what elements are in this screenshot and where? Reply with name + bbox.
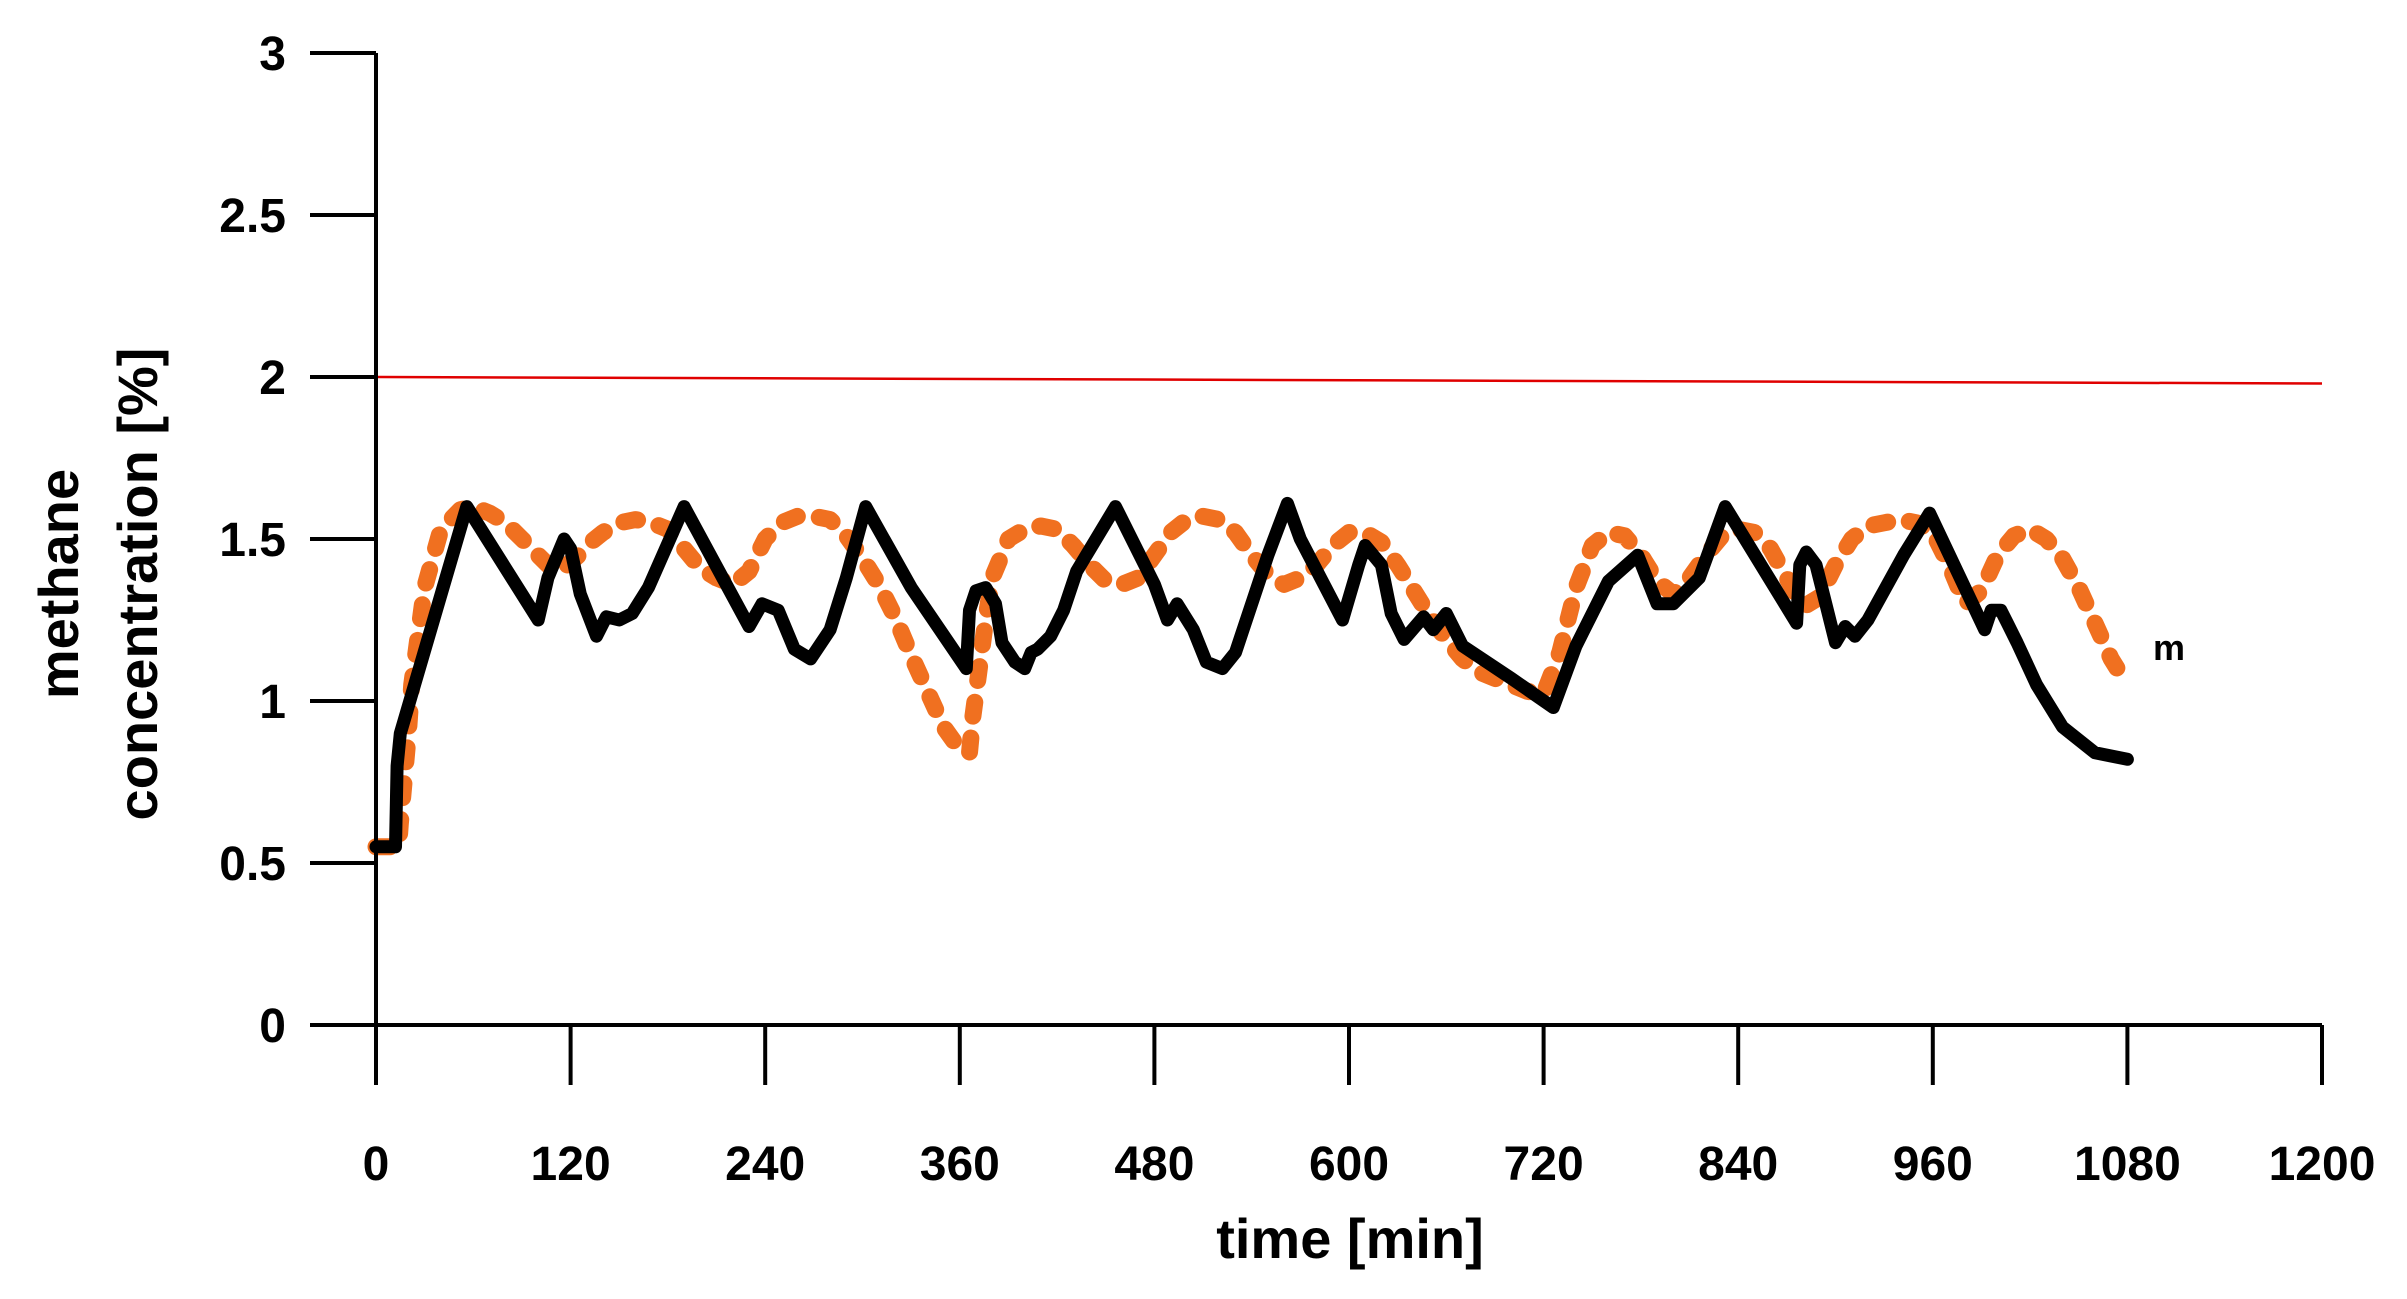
y-tick-label: 2: [259, 352, 286, 405]
x-tick-label: 480: [1114, 1138, 1194, 1191]
y-tick-label: 0.5: [219, 838, 286, 891]
series-line-model: [367, 498, 2136, 856]
labels-layer: time [min] methane concentration [%] m: [27, 348, 2185, 1270]
x-tick-label: 960: [1893, 1138, 1973, 1191]
series-layer: [367, 496, 2136, 856]
y-axis-title-line1: methane: [27, 469, 90, 699]
x-tick-label: 120: [531, 1138, 611, 1191]
x-tick-label: 720: [1504, 1138, 1584, 1191]
x-axis-title: time [min]: [1216, 1207, 1484, 1270]
threshold-line: [375, 375, 2323, 385]
x-tick-label: 1200: [2269, 1138, 2376, 1191]
axes-layer: 0 0.5 1 1.5 2 2.5 3 0 120 240 360 480 600 720 840 960 10…: [219, 28, 2375, 1191]
x-tick-label: 0: [363, 1138, 390, 1191]
x-tick-label: 840: [1698, 1138, 1778, 1191]
y-tick-label: 1.5: [219, 514, 286, 567]
y-tick-label: 1: [259, 676, 286, 729]
x-tick-label: 360: [920, 1138, 1000, 1191]
x-tick-label: 240: [725, 1138, 805, 1191]
y-tick-label: 2.5: [219, 190, 286, 243]
threshold-layer: [375, 375, 2323, 385]
y-tick-label: 3: [259, 28, 286, 81]
x-tick-label: 600: [1309, 1138, 1389, 1191]
x-tick-label: 1080: [2074, 1138, 2181, 1191]
series-annotation: m: [2153, 627, 2185, 668]
y-tick-label: 0: [259, 1000, 286, 1053]
series-line-measured: [369, 496, 2134, 854]
y-axis-title-line2: concentration [%]: [106, 348, 169, 821]
